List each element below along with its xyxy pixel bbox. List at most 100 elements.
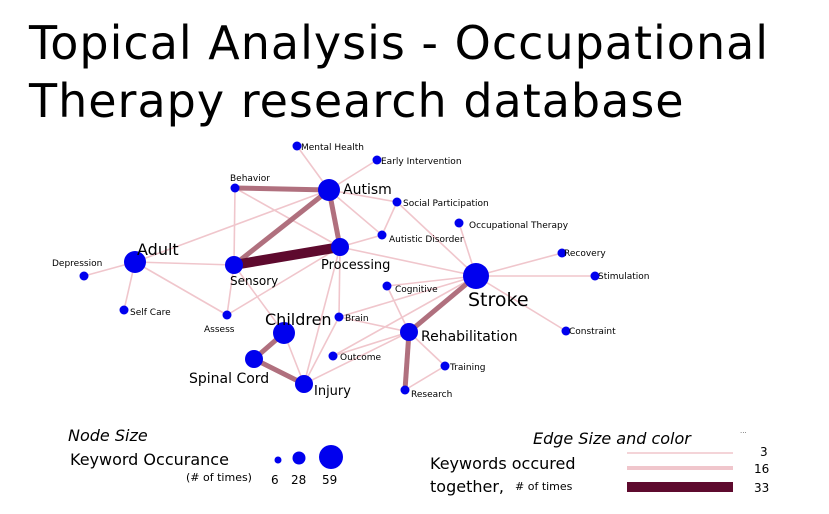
edge-autism-social-participation xyxy=(328,189,398,203)
title-line-1: Topical Analysis - Occupational xyxy=(29,16,770,70)
edge-rehabilitation-injury xyxy=(303,331,410,385)
edge-size-sublabel: # of times xyxy=(515,480,573,493)
node-training xyxy=(440,361,450,371)
edge-stroke-brain xyxy=(338,275,477,318)
edge-behavior-processing xyxy=(234,187,341,248)
node-label-spinal-cord: Spinal Cord xyxy=(189,371,269,387)
page-title: Topical Analysis - Occupational Therapy … xyxy=(29,14,769,130)
edge-processing-stroke xyxy=(339,246,477,277)
node-label-early-intervention: Early Intervention xyxy=(381,157,462,167)
node-label-training: Training xyxy=(449,363,486,373)
node-constraint xyxy=(561,326,571,336)
edge-outcome-rehabilitation xyxy=(332,331,410,357)
edge-size-heading: Edge Size and color xyxy=(533,429,691,448)
edge-adult-autism xyxy=(134,189,330,263)
node-label-behavior: Behavior xyxy=(230,174,270,184)
node-label-sensory: Sensory xyxy=(230,274,278,288)
node-assess xyxy=(222,310,232,320)
node-social-participation xyxy=(392,197,402,207)
edge-size-heading-mark: ... xyxy=(740,427,747,435)
node-stimulation xyxy=(590,271,600,281)
edge-size-value-mid: 16 xyxy=(754,462,770,476)
edge-training-research xyxy=(404,365,446,391)
node-brain xyxy=(334,312,344,322)
graph-labels: Mental Health Early Intervention Behavior A… xyxy=(52,143,649,400)
legend-node-large xyxy=(319,445,343,469)
edge-processing-brain xyxy=(338,246,341,318)
node-adult xyxy=(124,251,146,273)
node-spinal-cord xyxy=(245,350,263,368)
node-label-mental-health: Mental Health xyxy=(301,143,364,153)
edge-sensory-processing xyxy=(233,242,341,270)
node-sensory xyxy=(225,256,243,274)
node-label-recovery: Recovery xyxy=(564,249,606,259)
edge-autism-autistic-disorder xyxy=(328,189,383,236)
edge-stroke-rehabilitation xyxy=(407,274,478,334)
edge-processing-injury xyxy=(303,246,341,385)
node-mental-health xyxy=(292,141,302,151)
node-children xyxy=(273,322,295,344)
node-outcome xyxy=(328,351,338,361)
node-label-depression: Depression xyxy=(52,259,102,269)
title-line-2: Therapy research database xyxy=(29,74,685,128)
node-occupational-therapy xyxy=(454,218,464,228)
node-processing xyxy=(331,238,349,256)
node-label-brain: Brain xyxy=(345,314,369,324)
node-label-autism: Autism xyxy=(343,182,392,198)
node-recovery xyxy=(557,248,567,258)
edge-size-label-line2: together, xyxy=(430,477,504,496)
node-label-self-care: Self Care xyxy=(130,308,171,318)
node-size-legend-markers xyxy=(274,445,343,469)
node-early-intervention xyxy=(372,155,382,165)
node-label-cognitive: Cognitive xyxy=(395,285,438,295)
edge-social-participation-autistic-disorder xyxy=(381,201,398,236)
edge-adult-assess xyxy=(134,261,228,316)
node-label-constraint: Constraint xyxy=(569,327,616,337)
node-size-value-medium: 28 xyxy=(291,473,307,487)
edge-stroke-constraint xyxy=(475,275,567,332)
node-label-autistic-disorder: Autistic Disorder xyxy=(389,235,464,245)
node-size-value-small: 6 xyxy=(271,473,279,487)
node-autism xyxy=(318,179,340,201)
edge-behavior-autism xyxy=(234,185,330,193)
graph-nodes xyxy=(79,141,600,395)
node-label-social-participation: Social Participation xyxy=(403,199,489,209)
node-depression xyxy=(79,271,89,281)
node-size-sublabel: (# of times) xyxy=(186,471,252,484)
node-stroke xyxy=(463,263,489,289)
node-label-injury: Injury xyxy=(314,384,351,399)
node-size-value-large: 59 xyxy=(322,473,338,487)
node-label-processing: Processing xyxy=(321,258,390,273)
edge-size-label-line1: Keywords occured xyxy=(430,454,576,473)
node-label-stimulation: Stimulation xyxy=(598,272,649,282)
node-label-rehabilitation: Rehabilitation xyxy=(421,329,518,345)
node-label-adult: Adult xyxy=(137,240,179,259)
node-rehabilitation xyxy=(400,323,418,341)
legend-node-small xyxy=(274,456,282,464)
legend-node-medium xyxy=(292,451,306,465)
node-behavior xyxy=(230,183,240,193)
node-label-outcome: Outcome xyxy=(340,353,382,363)
edge-sensory-children xyxy=(233,264,285,334)
edge-brain-injury xyxy=(303,316,340,385)
edge-rehabilitation-research xyxy=(402,331,412,391)
node-label-stroke: Stroke xyxy=(468,289,529,311)
edge-assess-processing xyxy=(226,246,341,316)
node-cognitive xyxy=(382,281,392,291)
node-size-heading: Node Size xyxy=(68,426,148,445)
node-label-children: Children xyxy=(265,310,332,329)
edge-size-value-heavy: 33 xyxy=(754,481,770,495)
edge-adult-sensory xyxy=(134,261,235,266)
edge-size-legend-lines xyxy=(627,452,733,492)
node-injury xyxy=(295,375,313,393)
node-label-research: Research xyxy=(411,390,452,400)
edge-stroke-cognitive xyxy=(386,275,477,287)
node-label-assess: Assess xyxy=(204,325,235,335)
node-self-care xyxy=(119,305,129,315)
edge-behavior-sensory xyxy=(233,187,236,266)
node-size-label: Keyword Occurance xyxy=(70,450,229,469)
edge-size-value-light: 3 xyxy=(760,445,768,459)
edge-brain-rehabilitation xyxy=(338,316,410,333)
node-research xyxy=(400,385,410,395)
